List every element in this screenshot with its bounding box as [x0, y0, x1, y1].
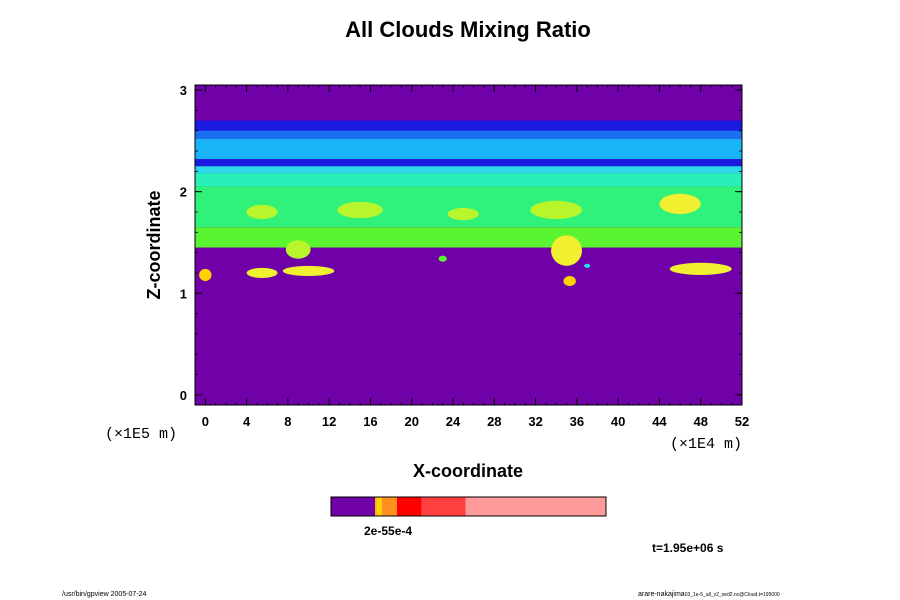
x-tick-label: 0: [202, 414, 209, 429]
y-tick-label: 1: [180, 286, 187, 301]
x-tick-label: 52: [735, 414, 749, 429]
x-tick-label: 12: [322, 414, 336, 429]
cloud-layer: [195, 159, 742, 167]
x-tick-label: 48: [693, 414, 707, 429]
y-axis-unit: (×1E5 m): [105, 426, 177, 443]
cloud-patch: [246, 204, 278, 220]
footer-right: arare-nakajima03_1e-5_all_v2_sed2.nc@Clo…: [638, 591, 780, 598]
cloud-layer: [195, 130, 742, 139]
x-axis-ticks: 0 4 8 12 16 20 24 28 32 36 40 44 48 52: [194, 85, 749, 429]
x-tick-label: 16: [363, 414, 377, 429]
colorbar-segment: [331, 497, 375, 516]
cloud-patch: [669, 262, 732, 275]
cloud-layer: [195, 120, 742, 131]
y-tick-label: 0: [180, 388, 187, 403]
colorbar-segment: [421, 497, 466, 516]
cloud-layer: [195, 186, 742, 228]
y-axis-label: Z-coordinate: [144, 190, 164, 299]
colorbar-segment: [375, 497, 377, 516]
footer-left: /usr/bin/gpview 2005-07-24: [62, 591, 147, 598]
colorbar-frame: [330, 496, 607, 517]
footer-right-main: arare-nakajima: [638, 591, 685, 598]
x-tick-label: 36: [570, 414, 584, 429]
cloud-patch: [659, 193, 701, 215]
y-tick-label: 3: [180, 83, 187, 98]
x-axis-label: X-coordinate: [413, 461, 523, 481]
plot-frame: [194, 84, 743, 406]
cloud-layer: [195, 138, 742, 160]
x-tick-label: 4: [243, 414, 251, 429]
x-tick-label: 40: [611, 414, 625, 429]
y-tick-label: 2: [180, 185, 187, 200]
cloud-patch: [447, 207, 479, 221]
cloud-patch: [563, 275, 576, 287]
x-tick-label: 8: [284, 414, 291, 429]
cloud-layer: [195, 227, 742, 248]
colorbar-segment: [397, 497, 422, 516]
colorbar-segment: [376, 497, 382, 516]
cloud-patch: [199, 268, 212, 282]
x-axis-unit: (×1E4 m): [670, 436, 742, 453]
footer-right-detail: 03_1e-5_all_v2_sed2.nc@Cloud,t=195000: [685, 592, 780, 598]
colorbar-segment: [465, 497, 606, 516]
cloud-patch: [285, 240, 311, 259]
x-tick-label: 28: [487, 414, 501, 429]
cloud-patch: [282, 265, 335, 276]
cloud-patch: [551, 235, 583, 266]
time-label: t=1.95e+06 s: [652, 541, 724, 555]
cloud-layer: [195, 173, 742, 187]
cloud-patch: [530, 200, 583, 220]
cloud-patch: [246, 267, 278, 279]
y-axis-ticks: 0 1 2 3: [180, 83, 742, 403]
x-tick-label: 32: [528, 414, 542, 429]
cloud-layer: [195, 166, 742, 174]
cloud-patch: [438, 255, 447, 262]
chart-title: All Clouds Mixing Ratio: [345, 17, 591, 42]
cloud-patch: [584, 263, 591, 268]
x-tick-label: 24: [446, 414, 461, 429]
colorbar-label: 2e-55e-4: [364, 524, 412, 538]
x-tick-label: 20: [405, 414, 419, 429]
cloud-patch: [337, 201, 383, 219]
colorbar-segment: [381, 497, 397, 516]
colorbar: [330, 496, 607, 517]
x-tick-label: 44: [652, 414, 667, 429]
plot-area: [194, 84, 743, 406]
